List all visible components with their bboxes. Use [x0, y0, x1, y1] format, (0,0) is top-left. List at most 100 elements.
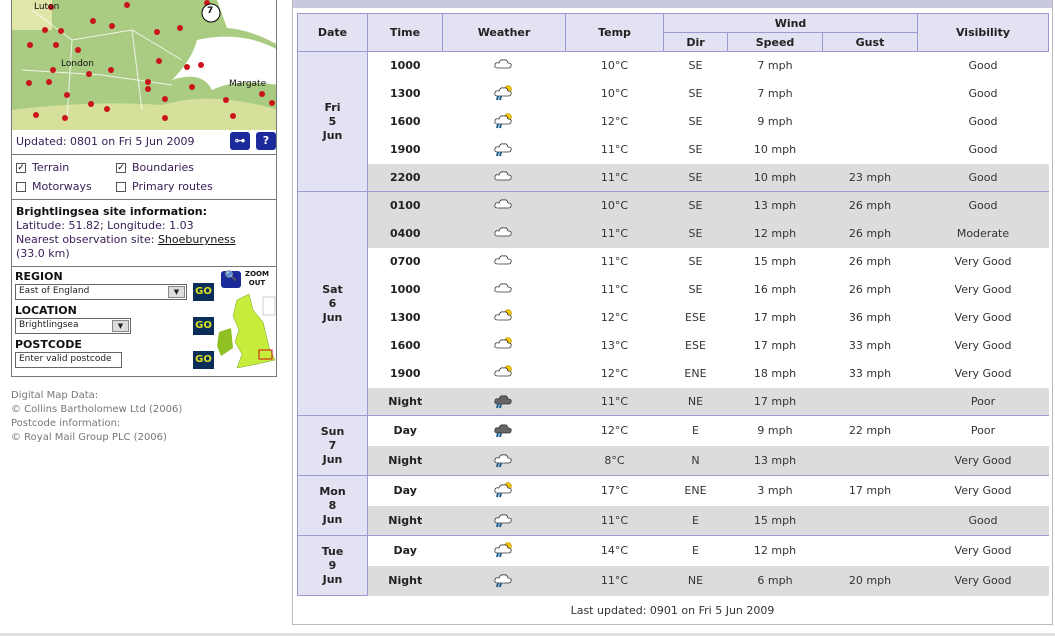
location-go-button[interactable]: GO [193, 317, 214, 335]
forecast-map[interactable]: Luton London Margate 7 [12, 0, 276, 130]
primary-routes-checkbox[interactable] [116, 181, 126, 192]
observation-site-dot[interactable] [90, 18, 96, 24]
observation-site-dot[interactable] [64, 92, 70, 98]
forecast-row: Night 11°C NE 6 mph 20 mph Very Good [298, 565, 1049, 596]
observation-site-dot[interactable] [62, 115, 68, 121]
forecast-row: 0700 11°C SE 15 mph 26 mph Very Good [298, 248, 1049, 276]
wind-speed-cell: 15 mph [753, 255, 797, 268]
observation-site-dot[interactable] [154, 29, 160, 35]
wind-speed-cell: 12 mph [727, 535, 823, 566]
observation-site-dot[interactable] [162, 96, 168, 102]
chevron-down-icon[interactable]: ▼ [112, 320, 129, 332]
observation-site-dot[interactable] [58, 28, 64, 34]
key-icon[interactable]: ⊶ [230, 132, 250, 150]
wind-speed-cell: 17 mph [753, 311, 797, 324]
observation-site-dot[interactable] [42, 27, 48, 33]
postcode-go-button[interactable]: GO [193, 351, 214, 369]
wind-dir-cell: SE [663, 191, 728, 220]
wind-dir-cell: SE [688, 87, 703, 100]
layer-label: Primary routes [132, 180, 213, 193]
time-cell: 1900 [389, 143, 421, 156]
observation-site-dot[interactable] [269, 100, 275, 106]
observation-site-dot[interactable] [109, 23, 115, 29]
layer-label: Terrain [32, 161, 70, 174]
day-name: Sun [320, 424, 345, 438]
time-cell: Night [367, 445, 443, 476]
observation-site-dot[interactable] [50, 67, 56, 73]
boundaries-checkbox[interactable]: ✓ [116, 162, 126, 173]
visibility-cell: Very Good [954, 311, 1012, 324]
zoom-out-icon[interactable]: 🔍 [221, 271, 241, 288]
postcode-input[interactable]: Enter valid postcode [15, 352, 122, 368]
observation-site-dot[interactable] [223, 97, 229, 103]
wind-gust-cell [823, 108, 918, 136]
observation-site-dot[interactable] [230, 113, 236, 119]
observation-site-dot[interactable] [88, 101, 94, 107]
time-cell: 0100 [367, 191, 443, 220]
observation-site-dot[interactable] [108, 67, 114, 73]
help-button[interactable]: ? [256, 132, 276, 150]
wind-gust-cell: 33 mph [848, 339, 892, 352]
observation-site-dot[interactable] [145, 79, 151, 85]
wind-speed-cell: 17 mph [753, 339, 797, 352]
observation-site-dot[interactable] [177, 25, 183, 31]
wind-gust-cell: 26 mph [848, 255, 892, 268]
sun-cloud-rain-icon [443, 80, 566, 108]
wind-gust-cell [823, 136, 918, 164]
uk-overview-map[interactable] [217, 292, 277, 372]
observation-site-dot[interactable] [46, 79, 52, 85]
layer-label: Motorways [32, 180, 92, 193]
nearest-site-link[interactable]: Shoeburyness [157, 233, 236, 246]
day-number: 6 [328, 296, 337, 310]
chevron-down-icon[interactable]: ▼ [168, 286, 185, 298]
observation-site-dot[interactable] [189, 84, 195, 90]
temp-cell: 11°C [565, 565, 664, 596]
layer-primary-routes[interactable]: Primary routes [116, 180, 266, 193]
heavy-rain-icon [442, 387, 566, 416]
visibility-cell: Good [968, 115, 998, 128]
credits: Digital Map Data: © Collins Bartholomew … [11, 389, 277, 445]
map-marker[interactable]: 7 [207, 6, 214, 16]
temp-cell: 11°C [600, 283, 629, 296]
observation-site-dot[interactable] [33, 112, 39, 118]
sun-cloud-icon [443, 332, 566, 360]
observation-site-dot[interactable] [124, 2, 130, 8]
observation-site-dot[interactable] [184, 64, 190, 70]
observation-site-dot[interactable] [26, 80, 32, 86]
terrain-checkbox[interactable]: ✓ [16, 162, 26, 173]
observation-site-dot[interactable] [53, 42, 59, 48]
layer-boundaries[interactable]: ✓ Boundaries [116, 161, 266, 174]
header-speed: Speed [727, 32, 823, 52]
observation-site-dot[interactable] [198, 62, 204, 68]
observation-site-dot[interactable] [48, 4, 54, 10]
wind-speed-cell: 10 mph [727, 163, 823, 192]
observation-site-dot[interactable] [104, 106, 110, 112]
wind-speed-cell: 17 mph [727, 387, 823, 416]
visibility-cell: Very Good [954, 283, 1012, 296]
header-date: Date [297, 13, 368, 52]
observation-site-dot[interactable] [86, 71, 92, 77]
sun-cloud-rain-icon [443, 108, 566, 136]
header-dir: Dir [663, 32, 728, 52]
location-select[interactable]: Brightlingsea ▼ [15, 318, 131, 334]
observation-site-dot[interactable] [145, 86, 151, 92]
observation-site-dot[interactable] [259, 91, 265, 97]
observation-site-dot[interactable] [27, 42, 33, 48]
time-cell: Night [367, 565, 443, 596]
temp-cell: 11°C [565, 219, 664, 248]
observation-site-dot[interactable] [162, 115, 168, 121]
time-cell: 1000 [389, 283, 421, 296]
layer-terrain[interactable]: ✓ Terrain [16, 161, 116, 174]
visibility-cell: Good [917, 505, 1049, 536]
time-cell: 1900 [389, 367, 421, 380]
observation-site-dot[interactable] [75, 47, 81, 53]
layer-motorways[interactable]: Motorways [16, 180, 116, 193]
wind-speed-cell: 15 mph [727, 505, 823, 536]
motorways-checkbox[interactable] [16, 181, 26, 192]
map-label-margate: Margate [229, 79, 267, 89]
region-go-button[interactable]: GO [193, 283, 214, 301]
region-select[interactable]: East of England ▼ [15, 284, 187, 300]
wind-dir-cell: ESE [685, 311, 706, 324]
zoom-out-label[interactable]: ZOOM OUT [245, 270, 269, 287]
observation-site-dot[interactable] [156, 58, 162, 64]
